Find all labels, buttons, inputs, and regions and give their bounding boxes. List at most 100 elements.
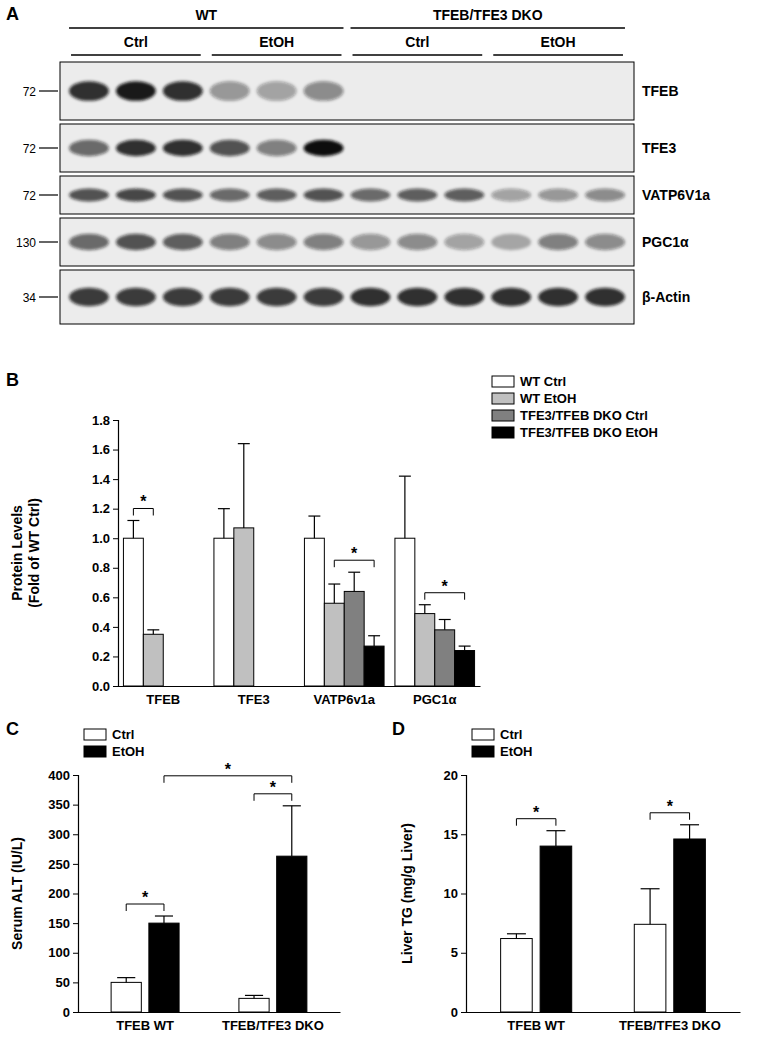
bar (304, 538, 324, 686)
y-tick-label: 350 (48, 797, 70, 812)
significance-label: * (225, 761, 232, 778)
y-tick-mark (113, 568, 118, 569)
y-tick-label: 250 (48, 857, 70, 872)
error-stem (424, 605, 425, 614)
x-tick-label: TFEB (146, 692, 180, 707)
x-tick: TFE3 (238, 692, 270, 707)
legend-swatch (84, 729, 106, 740)
legend-label: TFE3/TFEB DKO EtOH (520, 425, 658, 440)
row-label: TFE3 (642, 140, 676, 156)
error-cap (348, 572, 360, 573)
y-tick: 0.2 (92, 649, 118, 664)
mw-label: 130 (16, 236, 36, 250)
error-cap (308, 515, 320, 516)
error-cap (399, 476, 411, 477)
row-label: β-Actin (642, 289, 690, 305)
error-stem (555, 831, 556, 846)
error-cap (368, 635, 380, 636)
x-tick: VATP6v1a (313, 692, 375, 707)
y-tick-label: 50 (56, 975, 70, 990)
blot-band (210, 234, 250, 250)
x-axis-line (79, 1012, 341, 1013)
error-bar (283, 806, 301, 856)
blot-band (210, 189, 250, 202)
y-tick: 0.6 (92, 590, 118, 605)
condition-label: EtOH (259, 34, 294, 50)
significance-label: * (442, 578, 449, 595)
blot-band (257, 288, 297, 306)
error-stem (291, 806, 292, 856)
bar (455, 651, 475, 686)
blot-band (69, 234, 109, 250)
blot-band (444, 81, 484, 101)
panel-2: DLiver TG (mg/g Liver)05101520TFEB WTTFE… (392, 719, 741, 1033)
error-bar (117, 978, 135, 983)
bar (674, 839, 706, 1012)
y-tick-label: 0 (63, 1005, 70, 1020)
blot-band (304, 288, 344, 306)
error-bar (245, 995, 263, 998)
error-stem (314, 516, 315, 538)
x-tick-label: TFEB WT (507, 1018, 565, 1033)
error-bar (155, 916, 173, 923)
y-tick: 1.6 (92, 442, 118, 457)
row-label: TFEB (642, 83, 679, 99)
y-tick-mark (113, 420, 118, 421)
legend-swatch (472, 729, 494, 740)
mw-dash (39, 194, 58, 195)
blot-strip (60, 270, 634, 324)
y-tick-label: 20 (444, 768, 458, 783)
legend-swatch (492, 427, 514, 438)
mw-label: 72 (23, 189, 37, 203)
y-tick-mark (461, 953, 466, 954)
x-tick: TFEB (146, 692, 180, 707)
condition-line (71, 54, 201, 56)
blot-band (397, 81, 437, 101)
y-tick-mark (73, 982, 78, 983)
y-tick-label: 200 (48, 886, 70, 901)
blot-band (304, 234, 344, 250)
error-bar (439, 620, 451, 630)
blot-band (491, 288, 531, 306)
significance-label: * (270, 779, 277, 796)
error-stem (126, 978, 127, 983)
y-axis-title: Serum ALT (IU/L) (9, 837, 25, 950)
y-tick-label: 1.2 (92, 501, 110, 516)
group-label: TFEB/TFE3 DKO (433, 7, 543, 23)
x-axis-line (467, 1012, 741, 1013)
group-line (351, 27, 625, 29)
condition-label: Ctrl (405, 34, 429, 50)
error-stem (223, 509, 224, 539)
blot-band (351, 140, 391, 156)
bar (540, 846, 572, 1012)
blot-strip (60, 62, 634, 120)
y-tick-mark (461, 834, 466, 835)
blot-band (491, 81, 531, 101)
bar (123, 538, 143, 686)
legend-label: WT EtOH (520, 391, 576, 406)
y-tick: 1.0 (92, 531, 118, 546)
legend-item: WT EtOH (492, 391, 576, 406)
y-tick: 15 (444, 827, 466, 842)
y-tick: 1.4 (92, 472, 118, 487)
y-tick-mark (461, 775, 466, 776)
x-axis: TFEB WTTFEB/TFE3 DKO (467, 1013, 741, 1034)
blot-band (444, 234, 484, 250)
blot-band (585, 140, 625, 156)
blot-band (585, 81, 625, 101)
legend-swatch (472, 746, 494, 757)
y-tick-mark (461, 1012, 466, 1013)
y-tick-label: 1.8 (92, 413, 110, 428)
legend: WT CtrlWT EtOHTFE3/TFEB DKO CtrlTFE3/TFE… (492, 374, 658, 440)
blot-band (210, 288, 250, 306)
bar (324, 603, 344, 686)
x-axis: TFEBTFE3VATP6v1aPGC1α (119, 687, 481, 708)
legend-swatch (492, 410, 514, 421)
bar (149, 923, 179, 1012)
y-tick-mark (113, 509, 118, 510)
y-tick: 150 (48, 916, 78, 931)
legend-swatch (492, 376, 514, 387)
blot-band (257, 189, 297, 202)
blot-band (491, 189, 531, 202)
error-stem (649, 889, 650, 925)
